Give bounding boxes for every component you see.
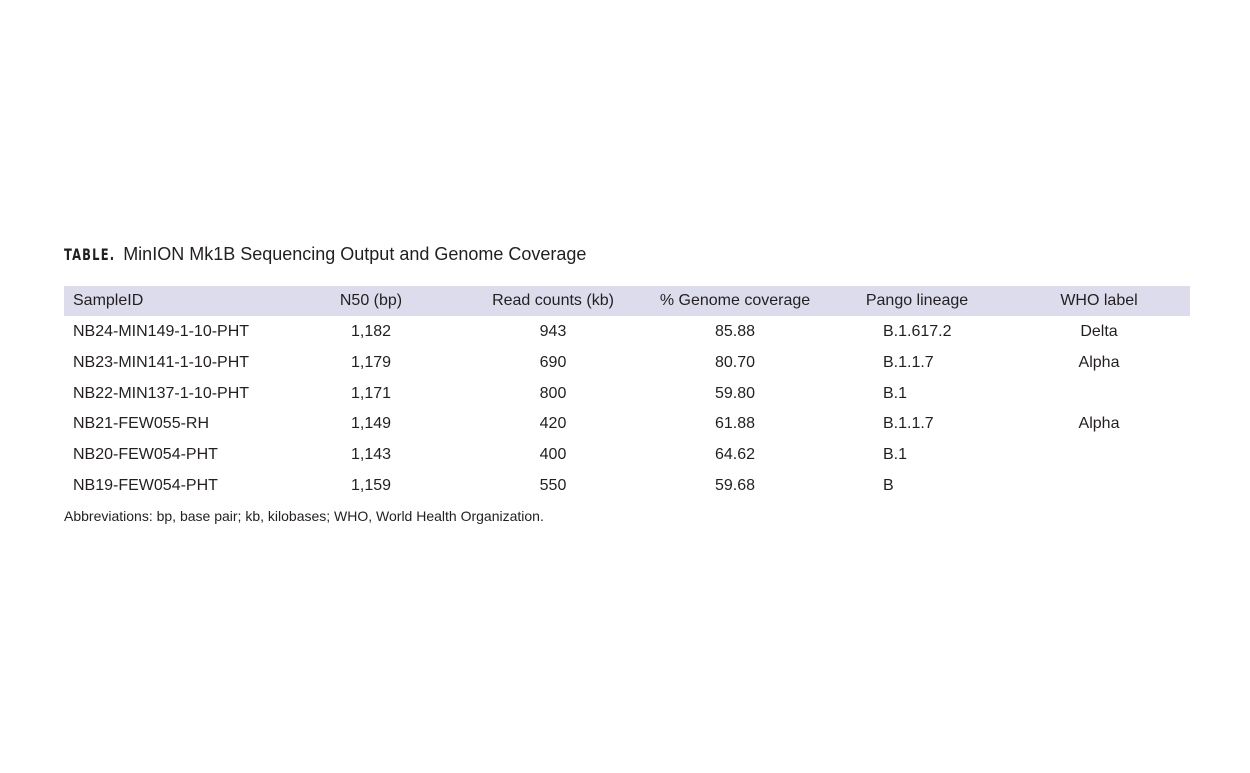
cell-read-counts: 550 [539,477,567,494]
cell-read-counts: 420 [539,415,567,433]
cell-n50: 1,149 [350,415,392,433]
cell-read-counts: 943 [539,323,567,340]
cell-genome-coverage: 80.70 [714,353,756,371]
cell-sample-id: NB22-MIN137-1-10-PHT [73,384,250,402]
cell-pango-lineage: B.1.617.2 [883,323,952,340]
cell-who-label: Alpha [1078,415,1120,433]
cell-read-counts: 400 [539,446,567,464]
cell-pango-lineage: B.1 [883,446,908,464]
cell-sample-id: NB20-FEW054-PHT [73,446,218,464]
cell-n50: 1,179 [350,353,392,371]
table-title: TABLE. MinION Mk1B Sequencing Output and… [64,244,586,265]
column-header-read-counts: Read counts (kb) [492,292,614,309]
column-header-who-label: WHO label [1060,292,1138,309]
cell-n50: 1,171 [350,384,392,402]
cell-sample-id: NB21-FEW055-RH [73,415,210,433]
cell-n50: 1,143 [350,446,392,464]
cell-pango-lineage: B.1.1.7 [883,415,934,433]
table-label: TABLE. [64,245,116,264]
column-header-pango-lineage: Pango lineage [865,292,969,309]
cell-pango-lineage: B [883,477,894,494]
cell-n50: 1,182 [350,323,392,340]
cell-n50: 1,159 [350,477,392,494]
cell-genome-coverage: 64.62 [714,446,756,464]
cell-genome-coverage: 59.68 [714,477,756,494]
column-header-sample-id: SampleID [73,292,144,309]
column-header-genome-coverage: % Genome coverage [659,292,811,309]
cell-genome-coverage: 85.88 [714,323,756,340]
cell-sample-id: NB23-MIN141-1-10-PHT [73,353,250,371]
cell-read-counts: 800 [539,384,567,402]
column-header-n50: N50 (bp) [339,292,403,309]
table-header-row [64,286,1190,316]
cell-pango-lineage: B.1.1.7 [883,353,934,371]
cell-pango-lineage: B.1 [883,384,908,402]
table-footnote: Abbreviations: bp, base pair; kb, kiloba… [64,508,544,524]
cell-read-counts: 690 [539,353,567,371]
table-title-text: MinION Mk1B Sequencing Output and Genome… [123,244,587,264]
cell-who-label: Delta [1080,323,1118,340]
cell-genome-coverage: 61.88 [714,415,756,433]
cell-sample-id: NB24-MIN149-1-10-PHT [73,323,250,340]
cell-sample-id: NB19-FEW054-PHT [73,477,218,494]
cell-who-label: Alpha [1078,353,1120,371]
cell-genome-coverage: 59.80 [714,384,756,402]
